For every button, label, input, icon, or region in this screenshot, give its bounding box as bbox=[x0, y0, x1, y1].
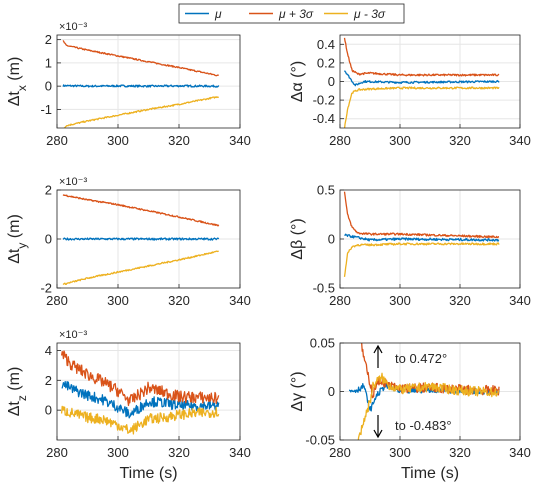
x-tick-label: 280 bbox=[329, 133, 351, 148]
x-tick-label: 300 bbox=[107, 445, 129, 460]
x-tick-label: 300 bbox=[107, 133, 129, 148]
series-line-mu bbox=[343, 70, 500, 87]
chart-panel-gamma: 280 300 320 340 -0.05 0 0.05 Δγ (°) Time (s) to 0… bbox=[289, 336, 531, 483]
axes-box bbox=[56, 342, 241, 441]
y-tick-label: 4 bbox=[45, 343, 52, 358]
y-tick-label: 0.5 bbox=[317, 183, 335, 198]
y-axis-label: Δtx (m) bbox=[6, 57, 29, 107]
y-tick-label: -0.2 bbox=[313, 93, 335, 108]
x-tick-label: 340 bbox=[229, 293, 251, 308]
series-line-mu bbox=[61, 381, 220, 419]
x-tick-label: 320 bbox=[168, 133, 190, 148]
legend-label: μ bbox=[214, 7, 222, 21]
x-tick-label: 320 bbox=[168, 445, 190, 460]
y-tick-label: 2 bbox=[45, 32, 52, 47]
x-tick-label: 340 bbox=[509, 293, 531, 308]
x-tick-label: 320 bbox=[449, 445, 471, 460]
y-axis-label: Δtz (m) bbox=[6, 367, 29, 417]
x-tick-label: 300 bbox=[389, 293, 411, 308]
chart-panel-ty: 280 300 320 340 -2 0 2 ×10⁻³ Δty (m) bbox=[6, 176, 251, 308]
x-tick-label: 340 bbox=[229, 445, 251, 460]
x-tick-label: 320 bbox=[168, 293, 190, 308]
series-line-mu-plus-3sigma bbox=[343, 37, 500, 77]
x-tick-label: 300 bbox=[389, 445, 411, 460]
axes-box bbox=[56, 34, 241, 129]
y-tick-label: 0 bbox=[328, 384, 335, 399]
series-line-mu-plus-3sigma bbox=[62, 194, 220, 227]
y-tick-label: 2 bbox=[45, 373, 52, 388]
series-line-mu bbox=[62, 84, 220, 88]
y-tick-label: -2 bbox=[40, 281, 52, 296]
y-tick-label: 2 bbox=[45, 183, 52, 198]
legend-box bbox=[178, 3, 405, 24]
chart-panel-tx: 280 300 320 340 -1 0 1 2 ×10⁻³ Δtx (m) bbox=[6, 21, 251, 148]
series-line-mu-minus-3sigma bbox=[63, 96, 220, 128]
annotation-lower: to -0.483° bbox=[395, 418, 452, 433]
x-axis-label: Time (s) bbox=[119, 465, 177, 482]
x-tick-label: 320 bbox=[449, 133, 471, 148]
y-tick-label: 0 bbox=[328, 232, 335, 247]
y-tick-label: 0.05 bbox=[310, 336, 335, 351]
x-tick-label: 300 bbox=[107, 293, 129, 308]
y-axis-label: Δγ (°) bbox=[289, 371, 306, 411]
y-tick-label: 0 bbox=[45, 232, 52, 247]
x-tick-label: 340 bbox=[509, 445, 531, 460]
series-line-mu-minus-3sigma bbox=[343, 86, 500, 128]
y-tick-label: 0 bbox=[328, 74, 335, 89]
y-axis-label: Δα (°) bbox=[289, 61, 306, 102]
x-tick-label: 280 bbox=[329, 293, 351, 308]
y-exponent-label: ×10⁻³ bbox=[59, 21, 87, 33]
x-tick-label: 320 bbox=[449, 293, 471, 308]
x-tick-label: 340 bbox=[229, 133, 251, 148]
chart-panel-tz: 280 300 320 340 0 2 4 ×10⁻³ Δtz (m) Time (s) bbox=[6, 329, 251, 482]
y-axis-label: Δβ (°) bbox=[289, 218, 306, 259]
series-line-mu-plus-3sigma bbox=[343, 191, 500, 239]
legend-label: μ - 3σ bbox=[353, 7, 386, 21]
legend-label: μ + 3σ bbox=[278, 7, 314, 21]
series-line-mu-minus-3sigma bbox=[343, 242, 500, 277]
series-line-mu-minus-3sigma bbox=[62, 250, 219, 286]
x-tick-label: 340 bbox=[509, 133, 531, 148]
y-exponent-label: ×10⁻³ bbox=[59, 329, 87, 341]
y-tick-label: -1 bbox=[40, 102, 52, 117]
x-tick-label: 280 bbox=[46, 133, 68, 148]
y-tick-label: 0.2 bbox=[317, 55, 335, 70]
x-axis-label: Time (s) bbox=[401, 465, 459, 482]
arrow-up-head-icon bbox=[373, 344, 383, 354]
series-line-mu bbox=[62, 237, 220, 241]
x-tick-label: 280 bbox=[46, 445, 68, 460]
series-line-mu-minus-3sigma bbox=[357, 372, 500, 440]
y-tick-label: -0.05 bbox=[305, 433, 335, 448]
x-tick-label: 280 bbox=[46, 293, 68, 308]
chart-panel-alpha: 280 300 320 340 -0.4 -0.2 0 0.2 0.4 Δα (°) bbox=[289, 34, 531, 148]
arrow-down-head-icon bbox=[373, 429, 383, 439]
x-tick-label: 300 bbox=[389, 133, 411, 148]
y-tick-label: -0.4 bbox=[313, 111, 335, 126]
y-exponent-label: ×10⁻³ bbox=[59, 176, 87, 188]
chart-panel-beta: 280 300 320 340 -0.5 0 0.5 Δβ (°) bbox=[289, 183, 531, 309]
y-tick-label: 0 bbox=[45, 403, 52, 418]
y-axis-label: Δty (m) bbox=[6, 214, 29, 264]
series-line-mu-plus-3sigma bbox=[60, 350, 220, 407]
y-tick-label: 0.4 bbox=[317, 37, 335, 52]
annotation-upper: to 0.472° bbox=[395, 351, 447, 366]
legend: μ μ + 3σ μ - 3σ bbox=[178, 3, 405, 24]
y-tick-label: -0.5 bbox=[313, 281, 335, 296]
series-line-mu-minus-3sigma bbox=[60, 405, 220, 435]
x-tick-label: 280 bbox=[329, 445, 351, 460]
y-tick-label: 0 bbox=[45, 79, 52, 94]
series-line-mu bbox=[344, 233, 500, 242]
series-line-mu-plus-3sigma bbox=[62, 40, 220, 77]
y-tick-label: 1 bbox=[45, 55, 52, 70]
